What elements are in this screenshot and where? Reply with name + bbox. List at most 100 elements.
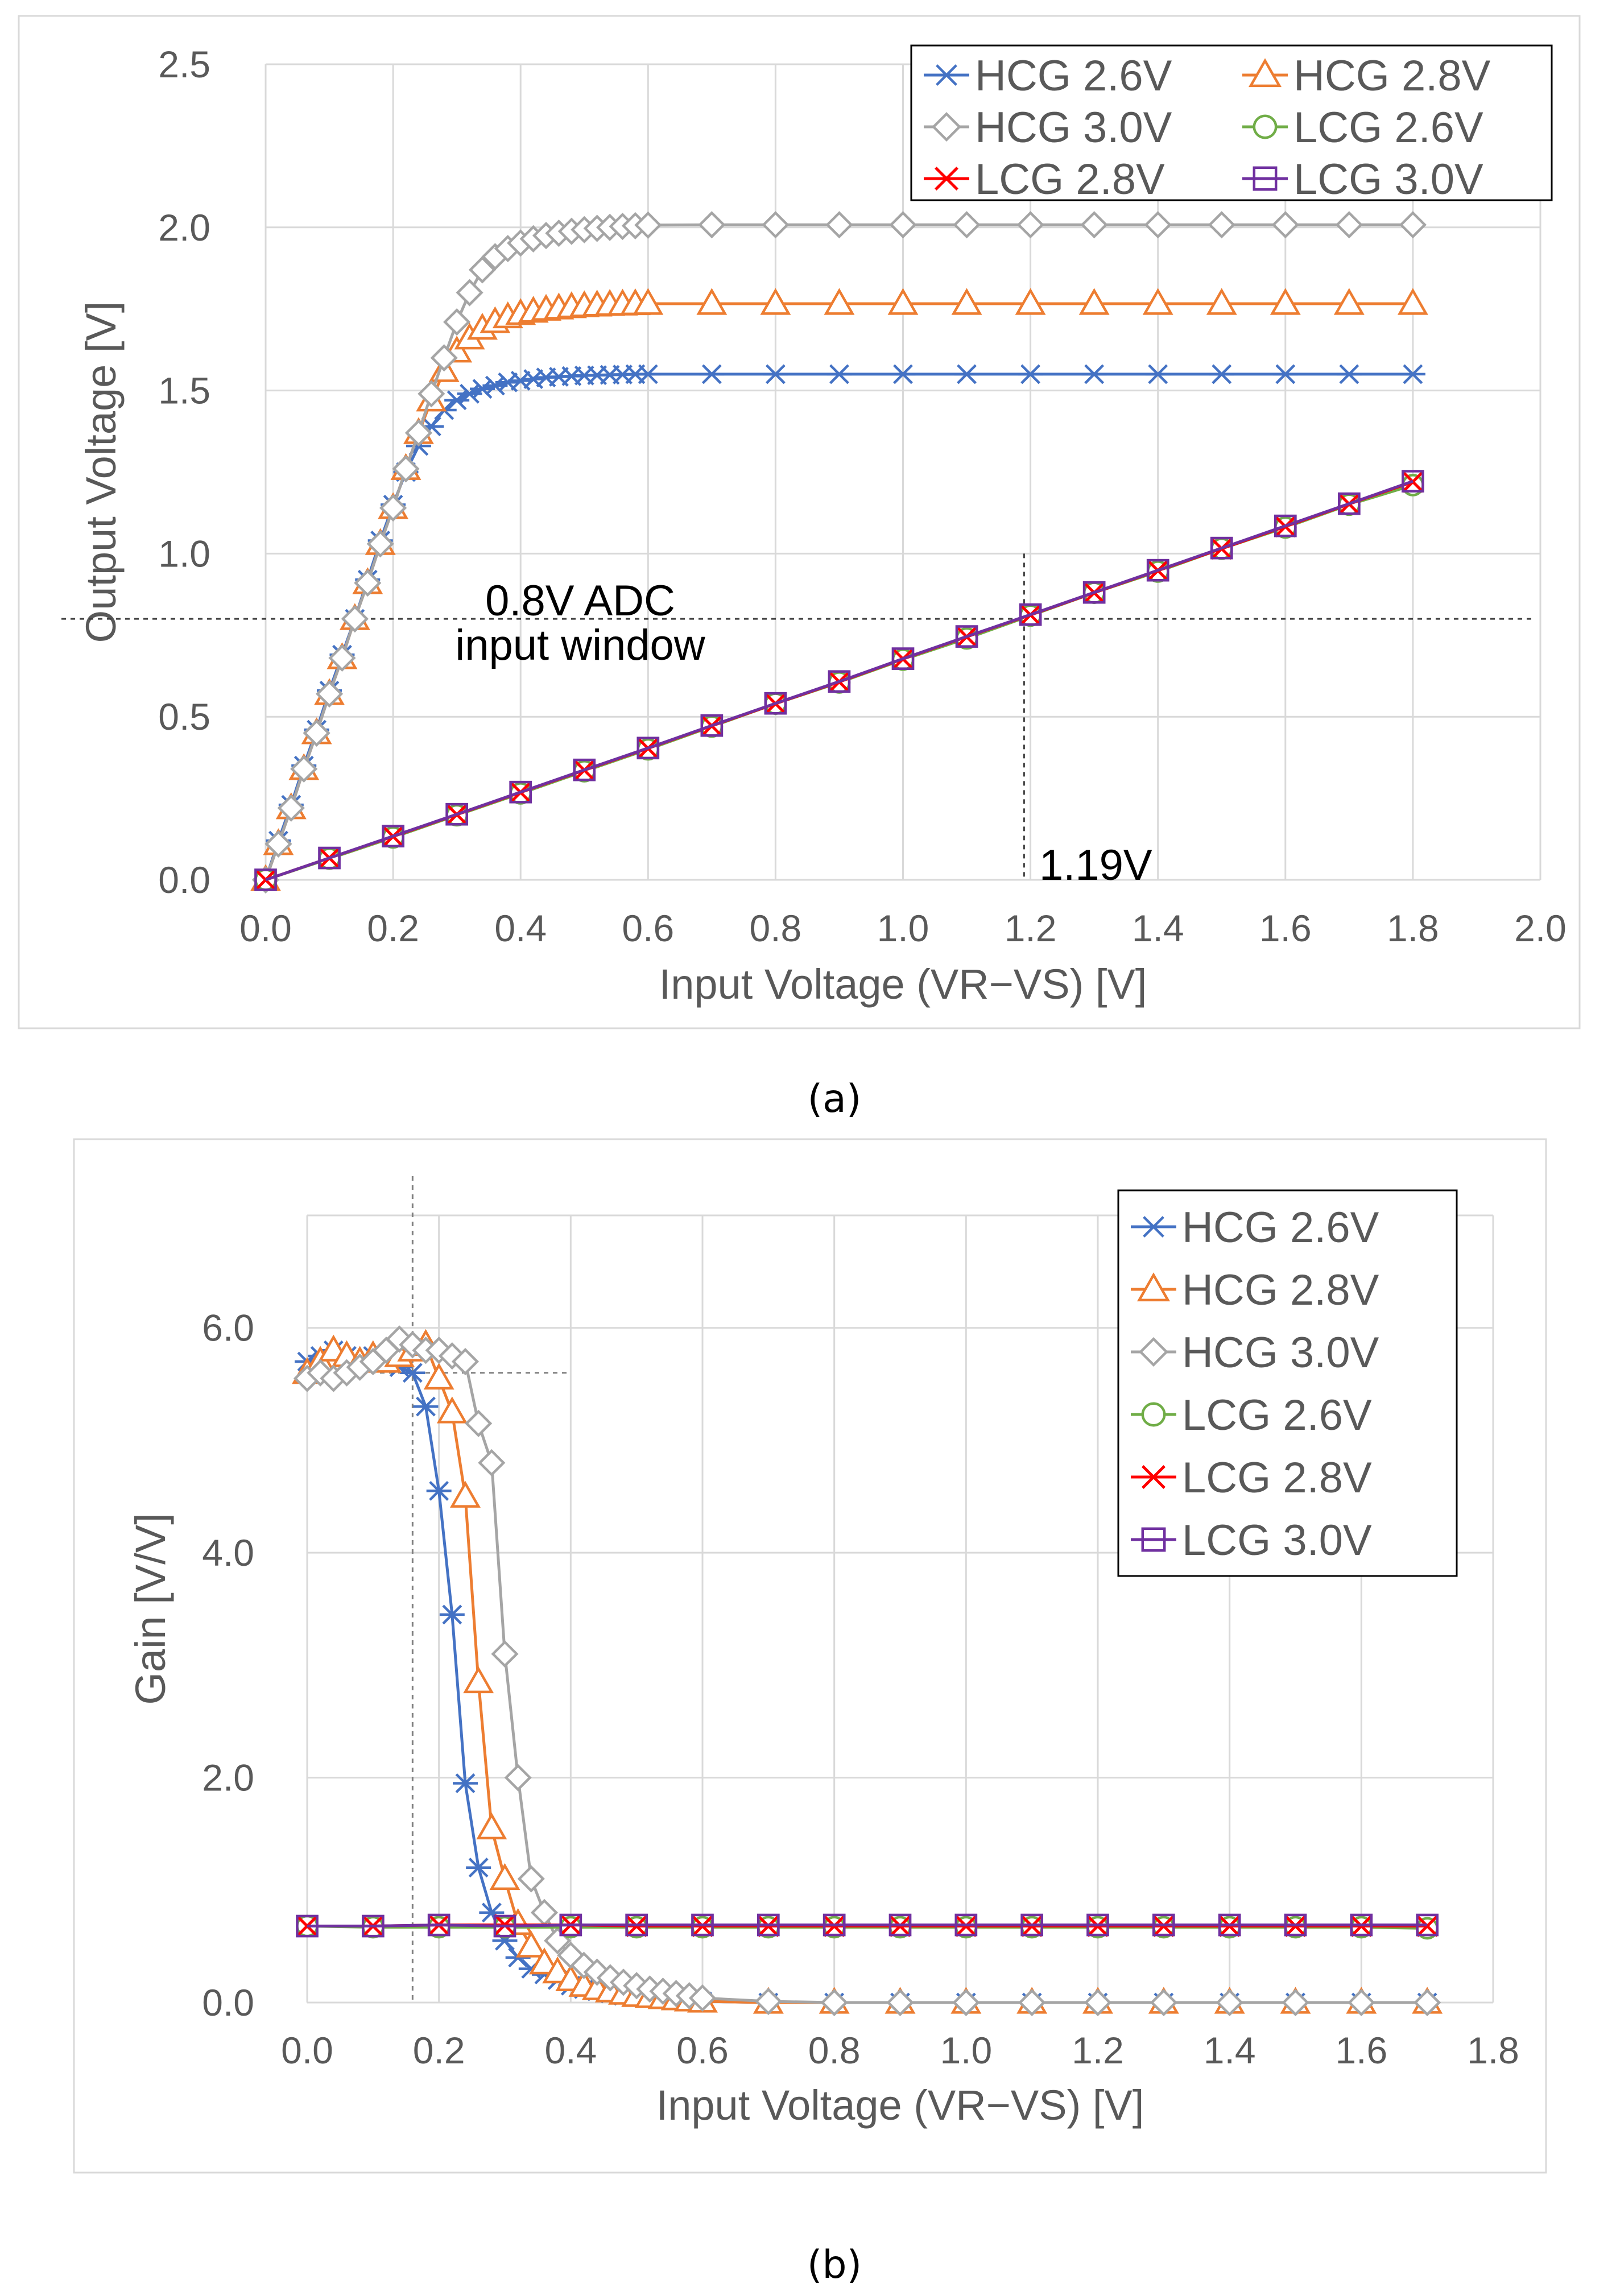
- panel-b-series-lcg-3-0v-point: [296, 1914, 319, 1938]
- panel-b-series-lcg-3-0v-point: [559, 1913, 582, 1937]
- panel-a-series-lcg-3-0v-point: [318, 846, 341, 870]
- panel-b-legend-entry-hcg-2-8v: HCG 2.8V: [1131, 1266, 1379, 1314]
- panel-a-series-hcg-3-0v-point: [366, 530, 394, 558]
- panel-a-series-hcg-2-6v-point: [890, 364, 916, 384]
- panel-b-series-lcg-3-0v-point: [493, 1914, 516, 1938]
- panel-a-series-hcg-2-8v-point: [1206, 288, 1237, 315]
- panel-a-annotation-0-8v-adc: 0.8V ADC: [485, 577, 675, 625]
- panel-b-legend-entry-lcg-2-6v-label: LCG 2.6V: [1182, 1391, 1372, 1439]
- panel-b-series-hcg-2-8v-point: [423, 1363, 454, 1390]
- panel-b-legend-entry-lcg-2-6v: LCG 2.6V: [1131, 1391, 1372, 1439]
- panel-a-series-hcg-3-0v-point: [1016, 211, 1044, 239]
- panel-a-series-lcg-3-0v-point: [891, 647, 915, 670]
- panel-a-y-tick-label: 0.5: [158, 696, 210, 738]
- panel-a-legend-entry-hcg-2-8v: HCG 2.8V: [1242, 52, 1491, 100]
- panel-b-series-lcg-3-0v-point: [1284, 1913, 1307, 1937]
- panel-a-series-hcg-2-6v-point: [1081, 364, 1107, 384]
- panel-b-series-lcg-3-0v-point: [888, 1913, 912, 1937]
- panel-b-series-hcg-2-8v-point: [529, 1947, 560, 1975]
- panel-b-series-hcg-2-8v-point: [476, 1812, 507, 1840]
- panel-b-series-hcg-3-0v-point: [504, 1764, 532, 1792]
- panel-a-x-tick-label: 1.2: [1005, 907, 1057, 949]
- panel-a-series-lcg-3-0v-point: [700, 714, 724, 737]
- panel-a-series-lcg-3-0v-point: [1210, 536, 1233, 560]
- panel-a-series-lcg-3-0v: [254, 470, 1424, 891]
- panel-b-series-hcg-3-0v-point: [1282, 1988, 1309, 2017]
- panel-b-series-hcg-2-8v-point: [436, 1396, 468, 1424]
- caption-a: (a): [808, 1077, 862, 1122]
- panel-a-legend-entry-hcg-2-6v-marker-d2: [936, 64, 957, 86]
- panel-b-legend-entry-lcg-3-0v: LCG 3.0V: [1131, 1516, 1372, 1565]
- panel-b-series-hcg-3-0v-point: [688, 1984, 717, 2012]
- panel-b-legend-entry-hcg-3-0v: HCG 3.0V: [1131, 1329, 1379, 1377]
- panel-a-series-hcg-3-0v-point: [354, 569, 382, 597]
- panel-b-series-hcg-3-0v-point: [465, 1409, 493, 1437]
- panel-a-series-hcg-2-6v-point-d2: [957, 364, 977, 384]
- panel-b-series-hcg-3-0v-point: [438, 1342, 466, 1370]
- panel-a-series-hcg-3-0v-point: [1399, 211, 1427, 239]
- panel-b-series-hcg-2-8v-point: [515, 1930, 547, 1958]
- caption-b: (b): [807, 2243, 862, 2287]
- panel-a-series-hcg-2-6v-point-d2: [1020, 364, 1041, 384]
- panel-a-series-hcg-2-6v-point: [1272, 364, 1298, 384]
- panel-b-series-hcg-2-6v-point: [413, 1396, 439, 1417]
- panel-b-series-hcg-3-0v-point: [425, 1337, 453, 1364]
- panel-a-series-hcg-3-0v-point: [430, 344, 458, 372]
- panel-a-series-hcg-3-0v-point: [1208, 211, 1235, 239]
- panel-a-series-hcg-3-0v: [251, 211, 1427, 894]
- panel-a-series-lcg-3-0v-point: [573, 758, 596, 781]
- panel-a-series-hcg-3-0v-point: [303, 719, 330, 747]
- panel-a-series-hcg-3-0v-point: [1271, 211, 1299, 239]
- panel-a-series-lcg-3-0v-point: [1146, 559, 1169, 582]
- panel-b-legend-entry-lcg-3-0v-label: LCG 3.0V: [1182, 1516, 1372, 1565]
- panel-a-series-lcg-3-0v-point: [382, 825, 404, 847]
- panel-b-series-group: [292, 1325, 1443, 2017]
- panel-a-x-tick-label: 1.0: [877, 907, 929, 949]
- panel-a-series-hcg-2-6v-point-d2: [829, 364, 849, 384]
- panel-b-legend-entry-hcg-3-0v-marker: [1139, 1337, 1168, 1367]
- panel-a-legend: HCG 2.6V HCG 2.8V HCG 3.0V LCG 2.6V LCG 2.8V…: [910, 44, 1553, 204]
- panel-b-series-lcg-3-0v-point: [1086, 1913, 1109, 1937]
- panel-a-y-tick-label: 1.0: [158, 532, 210, 574]
- panel-b-series-hcg-3-0v-point: [820, 1988, 848, 2017]
- panel-a-series-hcg-2-6v-point: [1336, 364, 1362, 384]
- panel-a-series-hcg-2-8v-point: [887, 288, 919, 315]
- panel-b-series-hcg-3-0v-point: [583, 1958, 611, 1986]
- panel-b-series-lcg-3-0v-point: [954, 1913, 978, 1937]
- panel-b-series-hcg-3-0v-point: [451, 1347, 480, 1376]
- panel-a-series-hcg-2-6v-point: [635, 364, 661, 384]
- panel-b-legend-entry-lcg-2-8v-marker-d2: [1142, 1465, 1165, 1489]
- panel-a-series-hcg-2-6v-point-d2: [893, 364, 913, 384]
- panel-b-legend-entry-hcg-2-6v-marker: [1140, 1216, 1167, 1238]
- panel-b-series-hcg-3-0v-point: [952, 1988, 980, 2017]
- panel-a-series-hcg-2-8v-point: [824, 288, 855, 315]
- panel-b-series-lcg-3-0v-point: [361, 1914, 385, 1938]
- panel-b-legend-entry-hcg-3-0v-label: HCG 3.0V: [1182, 1329, 1379, 1377]
- panel-a-series-lcg-3-0v-point: [1082, 581, 1106, 604]
- panel-a-x-axis-label: Input Voltage (VR−VS) [V]: [659, 961, 1147, 1008]
- panel-a-series-hcg-3-0v-point: [456, 279, 483, 307]
- panel-b-series-hcg-2-6v-point-d2: [402, 1363, 423, 1383]
- panel-b-series-lcg-3-0v-point: [757, 1913, 780, 1937]
- panel-b-series-lcg-3-0v-point: [427, 1913, 451, 1937]
- panel-a-legend-entry-lcg-2-6v-label: LCG 2.6V: [1293, 104, 1483, 152]
- panel-a-series-lcg-3-0v-point: [509, 780, 532, 804]
- panel-a-x-tick-label: 0.2: [367, 907, 419, 949]
- panel-a-legend-entry-lcg-2-8v-marker-d2: [935, 167, 958, 191]
- panel-a-series-hcg-2-8v-point: [760, 288, 791, 315]
- panel-b-legend-entry-lcg-2-8v: LCG 2.8V: [1131, 1454, 1372, 1502]
- panel-b-series-hcg-2-6v-point: [453, 1773, 478, 1793]
- panel-a-series-hcg-2-8v-point: [633, 288, 664, 315]
- panel-a-series-hcg-2-6v-point-d2: [1148, 364, 1168, 384]
- panel-b-series-lcg-3-0v-point: [1416, 1913, 1439, 1937]
- panel-a-series-hcg-3-0v-point: [315, 680, 344, 708]
- panel-b-series-hcg-3-0v-point: [1414, 1988, 1441, 2017]
- panel-b-series-hcg-2-6v-point: [439, 1604, 465, 1625]
- panel-b-series-hcg-2-8v-point: [463, 1666, 494, 1694]
- panel-b-series-lcg-3-0v-point: [823, 1913, 846, 1937]
- panel-a-series-hcg-3-0v-point: [634, 211, 662, 239]
- panel-b-series-hcg-2-8v-point: [489, 1863, 520, 1890]
- panel-a-series-hcg-3-0v-point: [1144, 211, 1172, 239]
- panel-b-series-hcg-3-0v-point: [399, 1331, 427, 1359]
